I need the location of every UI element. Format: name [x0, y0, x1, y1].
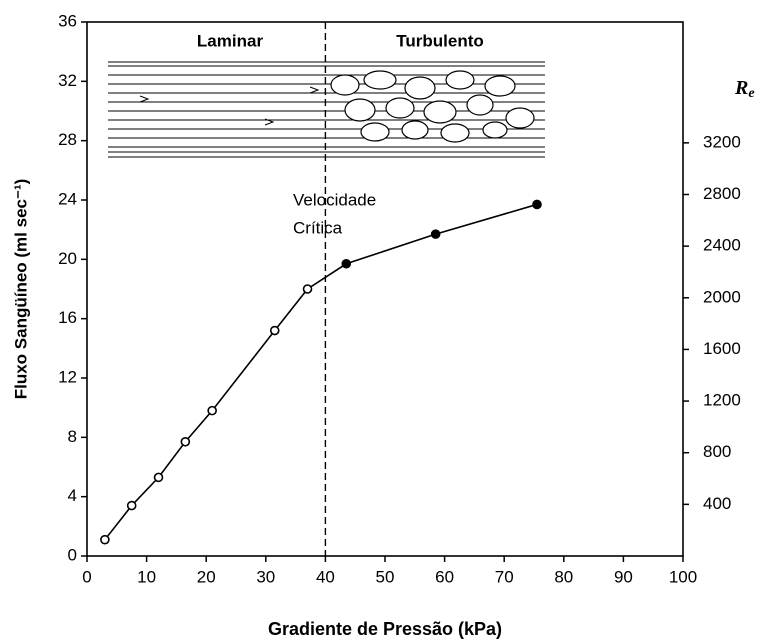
y-tick-label: 0	[68, 545, 77, 564]
data-line	[104, 203, 538, 541]
data-point	[180, 436, 191, 447]
y-tick-label: 16	[58, 308, 77, 327]
annotation: Turbulento	[396, 31, 484, 50]
y2-axis-title-main: R	[734, 77, 748, 99]
y2-tick-label: 1200	[703, 391, 741, 410]
data-point	[100, 534, 110, 545]
y-tick-label: 32	[58, 71, 77, 90]
x-tick-label: 100	[669, 567, 697, 586]
y2-tick-label: 2400	[703, 236, 741, 255]
data-point	[532, 199, 542, 210]
y2-axis-title: Re	[734, 77, 755, 102]
y-tick-label: 20	[58, 249, 77, 268]
y-tick-label: 24	[58, 189, 77, 208]
x-axis-title: Gradiente de Pressão (kPa)	[268, 619, 502, 639]
x-tick-label: 80	[554, 567, 573, 586]
data-point	[207, 405, 217, 416]
y-axis-title: Fluxo Sangüíneo (ml sec⁻¹)	[11, 179, 30, 400]
annotation: Laminar	[197, 31, 264, 50]
x-tick-label: 60	[435, 567, 454, 586]
x-tick-label: 90	[614, 567, 633, 586]
y2-tick-label: 3200	[703, 132, 741, 151]
data-point	[430, 229, 441, 239]
data-point	[126, 500, 137, 511]
x-tick-label: 20	[197, 567, 216, 586]
x-tick-label: 70	[495, 567, 514, 586]
y-tick-label: 8	[68, 427, 77, 446]
y-tick-label: 28	[58, 130, 77, 149]
annotation: Velocidade	[293, 190, 376, 209]
data-point	[302, 284, 313, 294]
x-tick-label: 50	[376, 567, 395, 586]
data-point	[269, 325, 280, 336]
data-point	[341, 258, 352, 269]
y-tick-label: 12	[58, 367, 77, 386]
y2-tick-label: 400	[703, 494, 731, 513]
y2-tick-label: 2000	[703, 287, 741, 306]
y-tick-label: 4	[68, 486, 77, 505]
y2-axis-title-sub: e	[748, 86, 754, 101]
y2-tick-label: 1600	[703, 339, 741, 358]
y2-tick-label: 800	[703, 442, 731, 461]
y2-tick-label: 2800	[703, 184, 741, 203]
data-point	[153, 472, 164, 483]
x-tick-label: 0	[82, 567, 91, 586]
x-tick-label: 40	[316, 567, 335, 586]
x-tick-label: 10	[137, 567, 156, 586]
annotation: Crítica	[293, 218, 343, 237]
y-tick-label: 36	[58, 11, 77, 30]
flow-diagram	[108, 61, 545, 158]
x-tick-label: 30	[256, 567, 275, 586]
